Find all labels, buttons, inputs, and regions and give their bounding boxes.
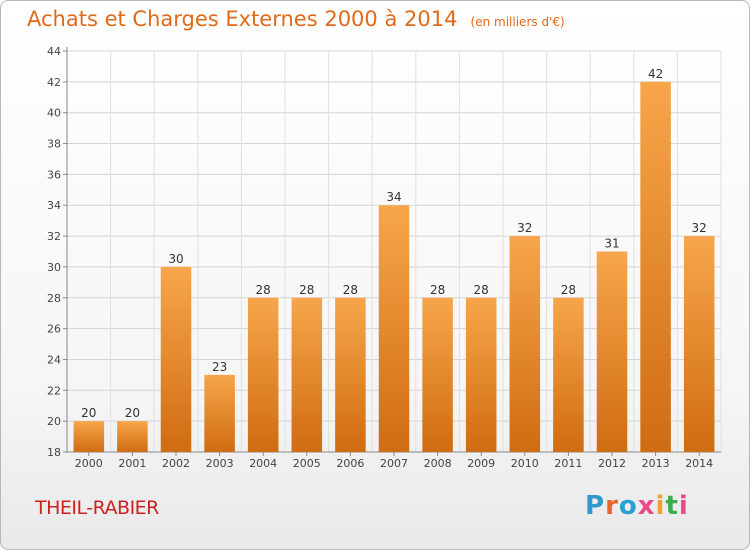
bars bbox=[73, 81, 715, 452]
y-tick-label: 26 bbox=[47, 323, 61, 336]
bar-value-label: 34 bbox=[386, 190, 401, 204]
bar bbox=[160, 266, 192, 452]
bar-value-label: 32 bbox=[692, 221, 707, 235]
bar-value-label: 42 bbox=[648, 67, 663, 81]
logo-letter: r bbox=[605, 491, 619, 521]
bar-value-label: 32 bbox=[517, 221, 532, 235]
y-tick-label: 44 bbox=[47, 45, 61, 58]
bar bbox=[335, 297, 366, 452]
y-tick-label: 22 bbox=[47, 384, 61, 397]
x-tick-label: 2009 bbox=[467, 457, 495, 470]
bar bbox=[683, 236, 715, 452]
logo-letter: x bbox=[637, 491, 656, 521]
bar-value-label: 28 bbox=[430, 283, 445, 297]
logo-letter: o bbox=[618, 491, 638, 521]
x-tick-label: 2006 bbox=[336, 457, 364, 470]
x-tick-label: 2000 bbox=[75, 457, 103, 470]
x-tick-label: 2002 bbox=[162, 457, 190, 470]
bar-value-label: 28 bbox=[561, 283, 576, 297]
bar bbox=[73, 421, 105, 452]
bar bbox=[509, 236, 541, 452]
commune-name: THEIL-RABIER bbox=[35, 497, 159, 519]
y-tick-label: 42 bbox=[47, 76, 61, 89]
bar bbox=[204, 374, 235, 452]
bar-value-label: 20 bbox=[125, 406, 140, 420]
y-tick-label: 38 bbox=[47, 138, 61, 151]
x-tick-label: 2011 bbox=[554, 457, 582, 470]
bar bbox=[378, 205, 410, 452]
bar bbox=[117, 421, 148, 452]
y-tick-label: 32 bbox=[47, 230, 61, 243]
y-tick-label: 34 bbox=[47, 199, 61, 212]
chart-title: Achats et Charges Externes 2000 à 2014 bbox=[27, 7, 458, 31]
bar bbox=[553, 297, 584, 452]
x-tick-label: 2013 bbox=[642, 457, 670, 470]
proxiti-logo: Proxiti bbox=[585, 491, 689, 521]
y-tick-label: 30 bbox=[47, 261, 61, 274]
bar-value-label: 28 bbox=[343, 283, 358, 297]
x-tick-label: 2004 bbox=[249, 457, 277, 470]
bar-value-label: 31 bbox=[604, 237, 619, 251]
labels: 18 20 22 24 26 28 30 32 34 36 38 40 42 44 20 2000 20 2001… bbox=[47, 45, 713, 470]
y-tick-label: 18 bbox=[47, 446, 61, 459]
bar bbox=[465, 297, 497, 452]
y-tick-label: 24 bbox=[47, 353, 61, 366]
x-tick-label: 2001 bbox=[118, 457, 146, 470]
x-tick-label: 2012 bbox=[598, 457, 626, 470]
logo-letter: t bbox=[665, 491, 679, 521]
bar-value-label: 20 bbox=[81, 406, 96, 420]
bar bbox=[291, 297, 323, 452]
x-tick-label: 2005 bbox=[293, 457, 321, 470]
logo-letter: i bbox=[655, 491, 666, 521]
y-tick-label: 36 bbox=[47, 168, 61, 181]
x-tick-label: 2010 bbox=[511, 457, 539, 470]
bar bbox=[640, 81, 671, 452]
logo-letter: i bbox=[678, 491, 689, 521]
logo-letter: P bbox=[585, 491, 606, 521]
y-tick-label: 20 bbox=[47, 415, 61, 428]
bar-value-label: 28 bbox=[256, 283, 271, 297]
bar bbox=[422, 297, 453, 452]
x-tick-label: 2008 bbox=[424, 457, 452, 470]
chart-title-block: Achats et Charges Externes 2000 à 2014 (… bbox=[27, 7, 565, 31]
bar-value-label: 28 bbox=[474, 283, 489, 297]
x-tick-label: 2003 bbox=[206, 457, 234, 470]
x-tick-label: 2007 bbox=[380, 457, 408, 470]
y-tick-label: 40 bbox=[47, 107, 61, 120]
bar-value-label: 30 bbox=[168, 252, 183, 266]
x-tick-label: 2014 bbox=[685, 457, 713, 470]
chart-subtitle: (en milliers d'€) bbox=[470, 15, 565, 29]
bar bbox=[596, 251, 628, 452]
bar bbox=[247, 297, 279, 452]
bar-value-label: 23 bbox=[212, 360, 227, 374]
bar-value-label: 28 bbox=[299, 283, 314, 297]
y-tick-label: 28 bbox=[47, 292, 61, 305]
